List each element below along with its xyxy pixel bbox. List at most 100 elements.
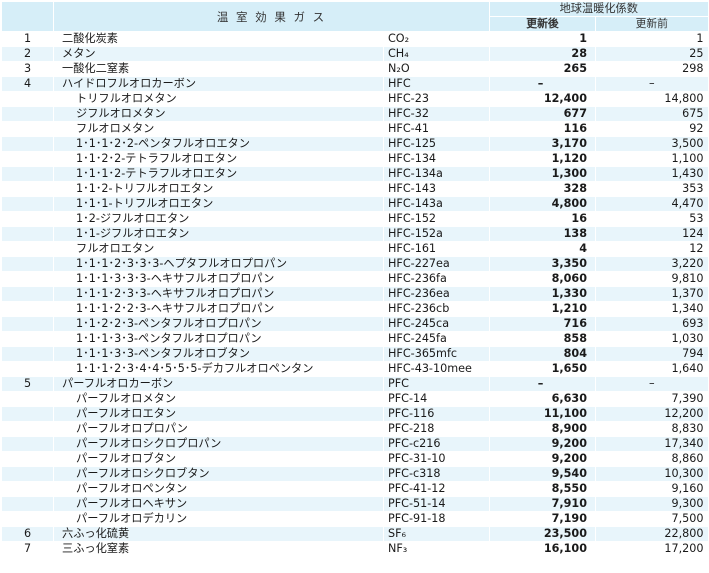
gas-name: 一酸化二窒素	[53, 61, 384, 77]
row-number	[1, 301, 54, 317]
gas-name: フルオロメタン	[53, 121, 384, 137]
gas-name: パーフルオロプロパン	[53, 421, 384, 437]
gwp-after: 8,060	[489, 271, 596, 287]
row-number	[1, 91, 54, 107]
gas-formula: CO₂	[383, 31, 490, 47]
gwp-after: 1,300	[489, 166, 596, 182]
row-number	[1, 496, 54, 512]
row-number	[1, 226, 54, 242]
gas-name: 1･1･1-トリフルオロエタン	[53, 196, 384, 212]
gwp-after: 1,210	[489, 301, 596, 317]
gas-formula: HFC-245ca	[383, 316, 490, 332]
row-number: 5	[1, 376, 54, 392]
gas-formula: HFC-32	[383, 106, 490, 122]
table-row: 5 パーフルオロカーボン PFC – –	[1, 376, 708, 392]
gwp-before: –	[594, 76, 708, 92]
row-number	[1, 106, 54, 122]
table-row: 3 一酸化二窒素 N₂O 265 298	[1, 61, 708, 77]
row-number	[1, 196, 54, 212]
gas-name: 三ふっ化窒素	[53, 541, 384, 557]
table-row: 1 二酸化炭素 CO₂ 1 1	[1, 31, 708, 47]
gwp-before: 9,810	[594, 271, 708, 287]
gas-formula: PFC-91-18	[383, 511, 490, 527]
gwp-after: 23,500	[489, 526, 596, 542]
header-gas-title: 温 室 効 果 ガ ス	[53, 2, 490, 32]
gas-formula: HFC	[383, 76, 490, 92]
row-number	[1, 211, 54, 227]
gwp-before: 124	[594, 226, 708, 242]
gwp-before: 7,500	[594, 511, 708, 527]
gwp-after: 8,900	[489, 421, 596, 437]
table-row: フルオロメタン HFC-41 116 92	[1, 121, 708, 137]
gas-name: パーフルオロブタン	[53, 451, 384, 467]
table-row: パーフルオロデカリン PFC-91-18 7,190 7,500	[1, 511, 708, 527]
gwp-after: 138	[489, 226, 596, 242]
gwp-before: 1,100	[594, 151, 708, 167]
gas-formula: PFC-14	[383, 391, 490, 407]
gwp-before: –	[594, 376, 708, 392]
gwp-after: 265	[489, 61, 596, 77]
gas-formula: PFC	[383, 376, 490, 392]
table-row: 1･1･1-トリフルオロエタン HFC-143a 4,800 4,470	[1, 196, 708, 212]
row-number	[1, 316, 54, 332]
gwp-before: 12,200	[594, 406, 708, 422]
row-number	[1, 271, 54, 287]
gas-name: 1･1･1･2･3･3-ヘキサフルオロプロパン	[53, 286, 384, 302]
row-number	[1, 166, 54, 182]
gas-formula: HFC-236ea	[383, 286, 490, 302]
table-row: 1･1･1･3･3･3-ヘキサフルオロプロパン HFC-236fa 8,060 9,8…	[1, 271, 708, 287]
header-before: 更新前	[594, 16, 708, 32]
gas-name: フルオロエタン	[53, 241, 384, 257]
gas-name: トリフルオロメタン	[53, 91, 384, 107]
gas-name: パーフルオロメタン	[53, 391, 384, 407]
gwp-after: 7,910	[489, 496, 596, 512]
row-number: 2	[1, 46, 54, 62]
gas-formula: HFC-143a	[383, 196, 490, 212]
table-row: 1･1-ジフルオロエタン HFC-152a 138 124	[1, 226, 708, 242]
row-number	[1, 181, 54, 197]
gwp-after: 1	[489, 31, 596, 47]
gwp-before: 25	[594, 46, 708, 62]
gas-name: 1･1･2･2･3-ペンタフルオロプロパン	[53, 316, 384, 332]
gas-formula: HFC-365mfc	[383, 346, 490, 362]
gwp-after: 328	[489, 181, 596, 197]
table-row: ジフルオロメタン HFC-32 677 675	[1, 106, 708, 122]
gas-formula: PFC-41-12	[383, 481, 490, 497]
gas-formula: PFC-218	[383, 421, 490, 437]
gas-formula: HFC-152	[383, 211, 490, 227]
gas-formula: NF₃	[383, 541, 490, 557]
gwp-before: 1,370	[594, 286, 708, 302]
gwp-before: 353	[594, 181, 708, 197]
row-number	[1, 451, 54, 467]
table-body: 1 二酸化炭素 CO₂ 1 1 2 メタン CH₄ 28 25 3 一酸化二窒素 N₂O 265 298 4 ハ…	[1, 31, 708, 557]
table-row: フルオロエタン HFC-161 4 12	[1, 241, 708, 257]
gwp-before: 9,300	[594, 496, 708, 512]
row-number: 1	[1, 31, 54, 47]
gas-name: メタン	[53, 46, 384, 62]
gwp-before: 92	[594, 121, 708, 137]
table-row: 1･1･1･2･2-ペンタフルオロエタン HFC-125 3,170 3,500	[1, 136, 708, 152]
gas-formula: PFC-31-10	[383, 451, 490, 467]
row-number: 6	[1, 526, 54, 542]
gas-name: パーフルオロヘキサン	[53, 496, 384, 512]
gas-name: 1･1･1･3･3-ペンタフルオロプロパン	[53, 331, 384, 347]
table-row: 6 六ふっ化硫黄 SF₆ 23,500 22,800	[1, 526, 708, 542]
gas-formula: HFC-227ea	[383, 256, 490, 272]
gwp-after: –	[489, 376, 596, 392]
table-row: パーフルオロシクロブタン PFC-c318 9,540 10,300	[1, 466, 708, 482]
row-number	[1, 421, 54, 437]
gwp-after: 116	[489, 121, 596, 137]
row-number	[1, 241, 54, 257]
table-row: パーフルオロヘキサン PFC-51-14 7,910 9,300	[1, 496, 708, 512]
gas-formula: HFC-43-10mee	[383, 361, 490, 377]
gas-name: パーフルオロデカリン	[53, 511, 384, 527]
table-row: 7 三ふっ化窒素 NF₃ 16,100 17,200	[1, 541, 708, 557]
gwp-after: 7,190	[489, 511, 596, 527]
gwp-after: 12,400	[489, 91, 596, 107]
gwp-before: 1	[594, 31, 708, 47]
table-row: パーフルオロエタン PFC-116 11,100 12,200	[1, 406, 708, 422]
gwp-before: 3,500	[594, 136, 708, 152]
gas-formula: N₂O	[383, 61, 490, 77]
gwp-before: 1,340	[594, 301, 708, 317]
gas-formula: HFC-134a	[383, 166, 490, 182]
